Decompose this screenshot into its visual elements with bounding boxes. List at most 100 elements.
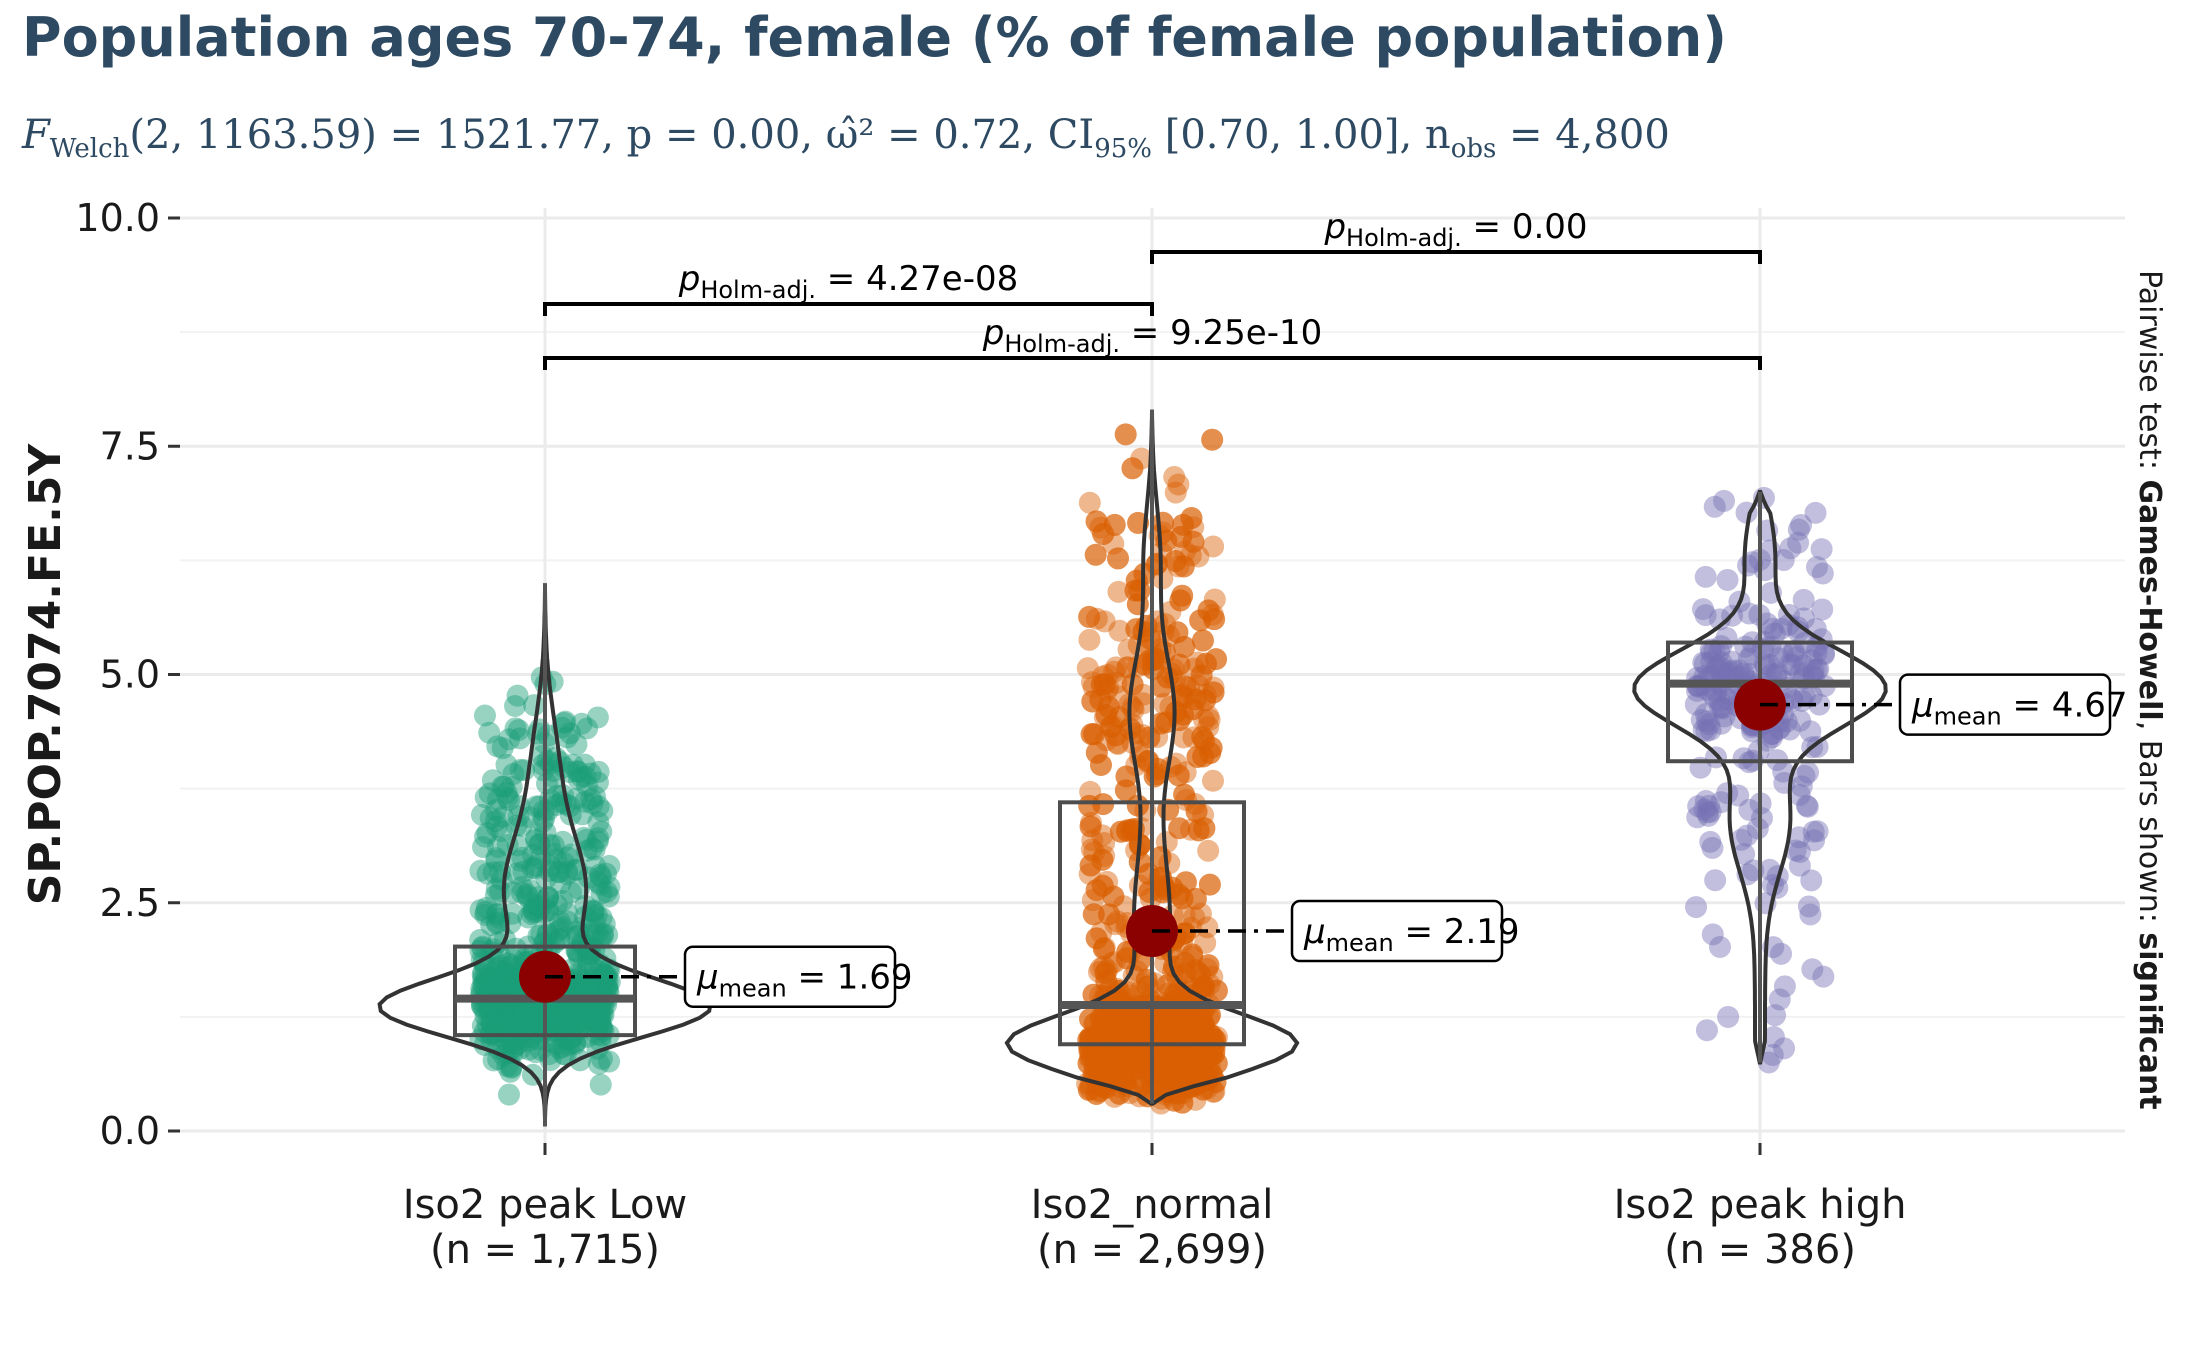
data-point: [1130, 1017, 1153, 1040]
data-point: [502, 1004, 525, 1027]
data-point: [1107, 1017, 1130, 1040]
data-point: [584, 911, 607, 934]
data-point: [1095, 1022, 1118, 1045]
data-point: [559, 1016, 582, 1039]
data-point: [495, 781, 518, 804]
data-point: [1732, 662, 1755, 685]
data-point: [1200, 1044, 1223, 1067]
data-point: [1173, 635, 1196, 658]
data-point: [1083, 1024, 1106, 1047]
data-point: [569, 1015, 592, 1038]
data-point: [1096, 870, 1119, 893]
data-point: [1131, 1020, 1154, 1043]
data-point: [1184, 959, 1207, 982]
data-point: [552, 1015, 575, 1038]
x-tick-label: Iso2_normal: [1031, 1182, 1274, 1228]
data-point: [1191, 725, 1214, 748]
data-point: [1173, 783, 1196, 806]
data-point: [472, 835, 495, 858]
mean-label: μmean = 4.67: [1911, 686, 2128, 731]
data-point: [1125, 1051, 1148, 1074]
data-point: [1187, 819, 1210, 842]
data-point: [1192, 804, 1215, 827]
data-point: [1085, 927, 1108, 950]
data-point: [1101, 952, 1124, 975]
data-point: [1171, 1057, 1194, 1080]
data-point: [1167, 764, 1190, 787]
data-point: [525, 894, 548, 917]
data-point: [1090, 1013, 1113, 1036]
data-point: [598, 1050, 621, 1073]
data-point: [554, 1004, 577, 1027]
data-point: [1149, 1048, 1172, 1071]
data-point: [509, 758, 532, 781]
data-point: [1120, 1014, 1143, 1037]
data-point: [1092, 1046, 1115, 1069]
data-point: [1137, 1008, 1160, 1031]
data-point: [1173, 904, 1196, 927]
data-point: [486, 903, 509, 926]
data-point: [1129, 980, 1152, 1003]
data-point: [1125, 1051, 1148, 1074]
mean-label: μmean = 1.69: [696, 958, 913, 1003]
data-point: [1174, 675, 1197, 698]
data-point: [519, 1026, 542, 1049]
data-point: [1097, 1036, 1120, 1059]
data-point: [1138, 1007, 1161, 1030]
data-point: [477, 998, 500, 1021]
data-point: [496, 1005, 519, 1028]
data-point: [1197, 954, 1220, 977]
data-point: [1119, 1005, 1142, 1028]
data-point: [1114, 1042, 1137, 1065]
data-point: [1103, 513, 1126, 536]
data-point: [1132, 1029, 1155, 1052]
data-point: [1199, 742, 1222, 765]
data-point: [587, 1052, 610, 1075]
data-point: [536, 923, 559, 946]
data-point: [1096, 1018, 1119, 1041]
data-point: [595, 880, 618, 903]
data-point: [1704, 687, 1727, 710]
data-point: [580, 787, 603, 810]
data-point: [1695, 1019, 1718, 1042]
data-point: [509, 727, 532, 750]
data-point: [520, 903, 543, 926]
data-point: [1795, 794, 1818, 817]
data-point: [484, 809, 507, 832]
data-point: [584, 1005, 607, 1028]
data-point: [1149, 1014, 1172, 1037]
data-point: [496, 1007, 519, 1030]
data-point: [1105, 1007, 1128, 1030]
data-point: [1117, 638, 1140, 661]
data-point: [1161, 1007, 1184, 1030]
data-point: [551, 1026, 574, 1049]
data-point: [1102, 1016, 1125, 1039]
data-point: [515, 883, 538, 906]
data-point: [593, 963, 616, 986]
data-point: [1083, 723, 1106, 746]
data-point: [1176, 1006, 1199, 1029]
data-point: [1203, 588, 1226, 611]
data-point: [1117, 1014, 1140, 1037]
data-point: [569, 1009, 592, 1032]
data-point: [1137, 1008, 1160, 1031]
data-point: [1099, 1050, 1122, 1073]
data-point: [476, 966, 499, 989]
data-point: [1174, 675, 1197, 698]
data-point: [1799, 903, 1822, 926]
data-point: [1089, 754, 1112, 777]
data-point: [1137, 1047, 1160, 1070]
data-point: [1077, 1052, 1100, 1075]
data-point: [1788, 783, 1811, 806]
data-point: [571, 968, 594, 991]
data-point: [525, 855, 548, 878]
data-point: [1205, 979, 1228, 1002]
data-point: [1155, 831, 1178, 854]
data-point: [1153, 1068, 1176, 1091]
data-point: [1102, 1016, 1125, 1039]
data-point: [485, 815, 508, 838]
data-point: [1202, 681, 1225, 704]
data-point: [1121, 1021, 1144, 1044]
data-point: [1091, 1046, 1114, 1069]
data-point: [1203, 1042, 1226, 1065]
